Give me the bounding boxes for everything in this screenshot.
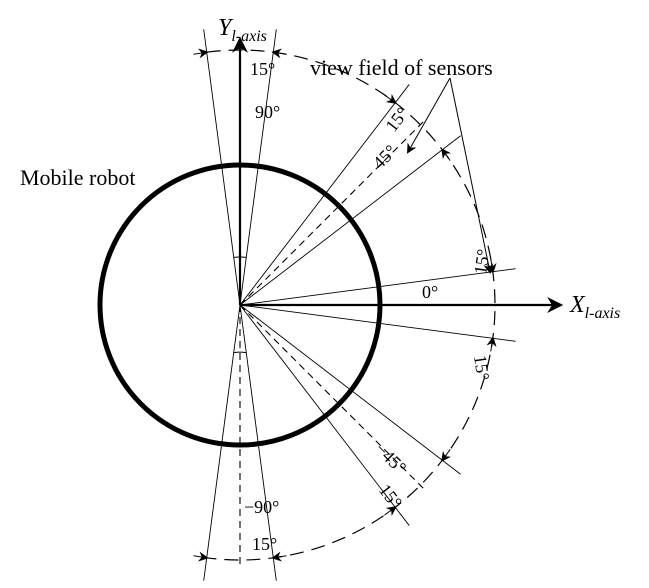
label-15deg-2: 15° [470, 248, 493, 276]
label-m90deg: −90° [244, 497, 279, 517]
label-15deg-3: 15° [470, 354, 493, 382]
mobile-robot-label: Mobile robot [20, 165, 136, 190]
label-15deg-5: 15° [252, 534, 277, 554]
view-field-label: view field of sensors [310, 55, 493, 80]
label-0deg: 0° [422, 282, 438, 302]
label-90deg: 90° [255, 102, 280, 122]
label-15deg-0: 15° [250, 59, 275, 79]
